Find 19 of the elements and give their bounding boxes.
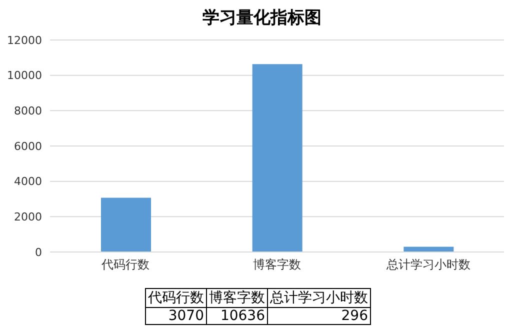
chart-title: 学习量化指标图 bbox=[202, 7, 322, 29]
x-tick-label: 总计学习小时数 bbox=[385, 258, 470, 272]
data-label: 296 bbox=[268, 308, 370, 324]
data-label: 10636 bbox=[206, 308, 268, 324]
category-label: 代码行数 bbox=[148, 290, 204, 306]
y-tick-label: 4000 bbox=[14, 175, 42, 188]
category-label: 博客字数 bbox=[209, 290, 265, 306]
y-tick-label: 0 bbox=[35, 246, 42, 259]
x-tick-label: 代码行数 bbox=[100, 258, 150, 272]
y-tick-label: 12000 bbox=[7, 34, 42, 47]
data-label: 3070 bbox=[146, 308, 206, 324]
y-tick-label: 10000 bbox=[7, 69, 42, 82]
y-tick-label: 8000 bbox=[14, 104, 42, 118]
category-label: 总计学习小时数 bbox=[270, 290, 368, 306]
x-tick-label: 博客字数 bbox=[253, 258, 301, 272]
bar bbox=[252, 64, 302, 252]
bar bbox=[101, 198, 151, 252]
y-tick-label: 6000 bbox=[14, 140, 42, 153]
y-tick-label: 2000 bbox=[14, 210, 42, 224]
